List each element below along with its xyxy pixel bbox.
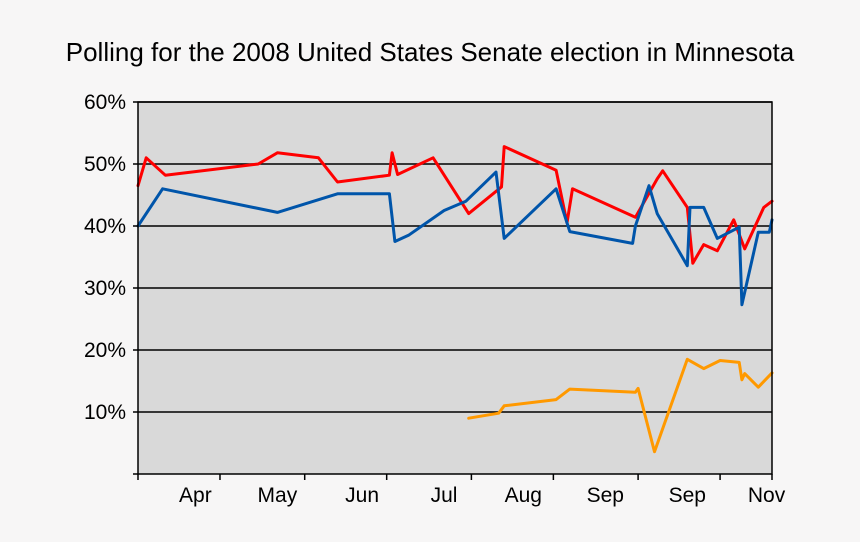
series-line-blue	[136, 170, 774, 307]
x-tick-label: Jun	[345, 484, 379, 507]
series-line-orange	[467, 357, 774, 454]
y-tick-label: 60%	[84, 91, 126, 114]
x-tick-label: Nov	[748, 484, 786, 507]
y-tick-label: 40%	[84, 215, 126, 238]
x-axis: Apr May Jun Jul Aug Sep Sep Nov	[137, 474, 786, 507]
x-tick-label: Sep	[669, 484, 706, 507]
chart-title: Polling for the 2008 United States Senat…	[66, 37, 795, 67]
x-tick-label: Aug	[505, 484, 542, 507]
y-tick-label: 10%	[84, 401, 126, 424]
x-tick-label: May	[258, 484, 298, 507]
y-axis: 10% 20% 30% 40% 50% 60%	[84, 91, 138, 475]
x-tick-label: Jul	[431, 484, 458, 507]
series-lines	[136, 145, 774, 454]
x-tick-label: Apr	[179, 484, 212, 507]
y-tick-label: 20%	[84, 339, 126, 362]
y-tick-label: 30%	[84, 277, 126, 300]
x-tick-label: Sep	[587, 484, 624, 507]
series-line-red	[136, 145, 774, 265]
y-tick-label: 50%	[84, 153, 126, 176]
